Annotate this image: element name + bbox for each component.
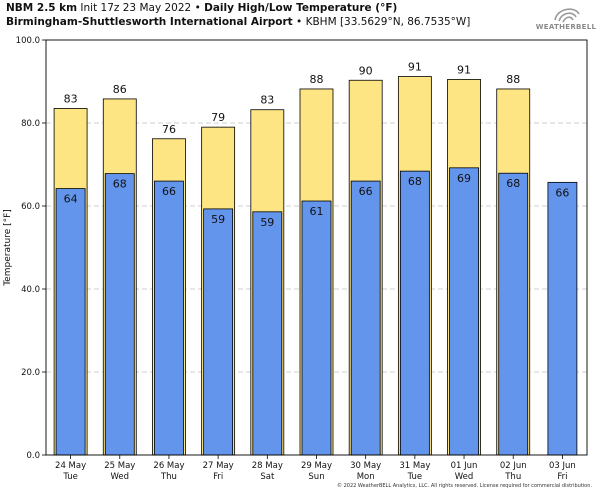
- x-tick-label-day: Thu: [160, 472, 177, 482]
- low-value-label: 61: [310, 205, 324, 218]
- low-bar: [154, 180, 184, 456]
- y-axis-label: Temperature [°F]: [3, 209, 13, 287]
- x-tick-label-day: Thu: [504, 472, 521, 482]
- low-value-label: 59: [260, 216, 274, 229]
- low-bar: [252, 211, 283, 456]
- low-value-label: 66: [162, 185, 176, 198]
- x-tick-label-date: 31 May: [399, 461, 430, 471]
- high-value-label: 83: [260, 94, 274, 107]
- y-tick-label: 40.0: [21, 285, 40, 295]
- low-value-label: 64: [64, 193, 78, 206]
- x-tick-label-date: 03 Jun: [549, 461, 576, 471]
- high-value-label: 90: [359, 64, 373, 77]
- x-tick-label-date: 30 May: [350, 461, 381, 471]
- model-name: NBM 2.5 km: [6, 2, 78, 14]
- header-line-1: NBM 2.5 km Init 17z 23 May 2022 • Daily …: [6, 2, 397, 14]
- x-tick-label-date: 02 Jun: [500, 461, 527, 471]
- y-tick-label: 80.0: [21, 119, 40, 129]
- header-line-2: Birmingham-Shuttlesworth International A…: [6, 16, 470, 28]
- x-tick-label-date: 28 May: [252, 461, 283, 471]
- low-bar: [350, 180, 381, 456]
- x-tick-label-day: Wed: [455, 472, 474, 482]
- high-value-label: 91: [457, 63, 471, 76]
- logo-text: WEATHERBELL: [535, 23, 597, 31]
- y-tick-label: 20.0: [21, 368, 40, 378]
- x-tick-label-date: 24 May: [55, 461, 86, 471]
- high-value-label: 76: [162, 123, 176, 136]
- y-tick-label: 100.0: [16, 36, 40, 46]
- low-value-label: 68: [113, 178, 127, 191]
- x-tick-label-day: Tue: [62, 472, 78, 482]
- low-bar: [498, 172, 529, 456]
- high-value-label: 88: [310, 73, 324, 86]
- low-bar: [301, 200, 332, 456]
- low-bar: [203, 208, 234, 456]
- low-value-label: 66: [555, 186, 569, 199]
- high-value-label: 83: [64, 92, 78, 105]
- high-value-label: 91: [408, 61, 422, 74]
- x-tick-label-day: Fri: [557, 472, 567, 482]
- y-tick-label: 0.0: [26, 451, 40, 461]
- x-tick-label-day: Mon: [357, 472, 375, 482]
- plot-frame: [45, 39, 588, 456]
- x-tick-label-day: Wed: [110, 472, 129, 482]
- location-name: Birmingham-Shuttlesworth International A…: [6, 16, 293, 28]
- low-bar: [547, 181, 578, 456]
- low-value-label: 68: [408, 175, 422, 188]
- x-tick-label-date: 29 May: [301, 461, 332, 471]
- low-value-label: 59: [211, 213, 225, 226]
- low-bar: [104, 173, 135, 456]
- low-bar: [55, 188, 86, 456]
- low-value-label: 68: [506, 177, 520, 190]
- low-value-label: 66: [359, 185, 373, 198]
- station-info: KBHM [33.5629°N, 86.7535°W]: [305, 16, 471, 28]
- x-tick-label-day: Fri: [213, 472, 223, 482]
- x-tick-label-day: Tue: [407, 472, 423, 482]
- x-tick-label-date: 26 May: [153, 461, 184, 471]
- high-value-label: 86: [113, 83, 127, 96]
- low-bar: [399, 170, 430, 456]
- init-time: Init 17z 23 May 2022: [80, 2, 192, 14]
- low-bar: [449, 167, 479, 456]
- x-tick-label-day: Sun: [308, 472, 324, 482]
- x-tick-label-date: 27 May: [203, 461, 234, 471]
- high-value-label: 88: [506, 73, 520, 86]
- header-separator: •: [194, 2, 201, 14]
- x-tick-label-date: 25 May: [104, 461, 135, 471]
- low-value-label: 69: [457, 172, 471, 185]
- header-separator-2: •: [296, 16, 303, 28]
- product-title: Daily High/Low Temperature (°F): [204, 2, 398, 14]
- weatherbell-logo: WEATHERBELL: [535, 2, 597, 36]
- weatherbell-swirl-logo-icon: [554, 8, 580, 23]
- y-tick-label: 60.0: [21, 202, 40, 212]
- x-tick-label-date: 01 Jun: [451, 461, 478, 471]
- high-value-label: 79: [211, 111, 225, 124]
- copyright-notice: © 2022 WeatherBELL Analytics, LLC. All r…: [337, 483, 592, 489]
- x-tick-label-day: Sat: [260, 472, 275, 482]
